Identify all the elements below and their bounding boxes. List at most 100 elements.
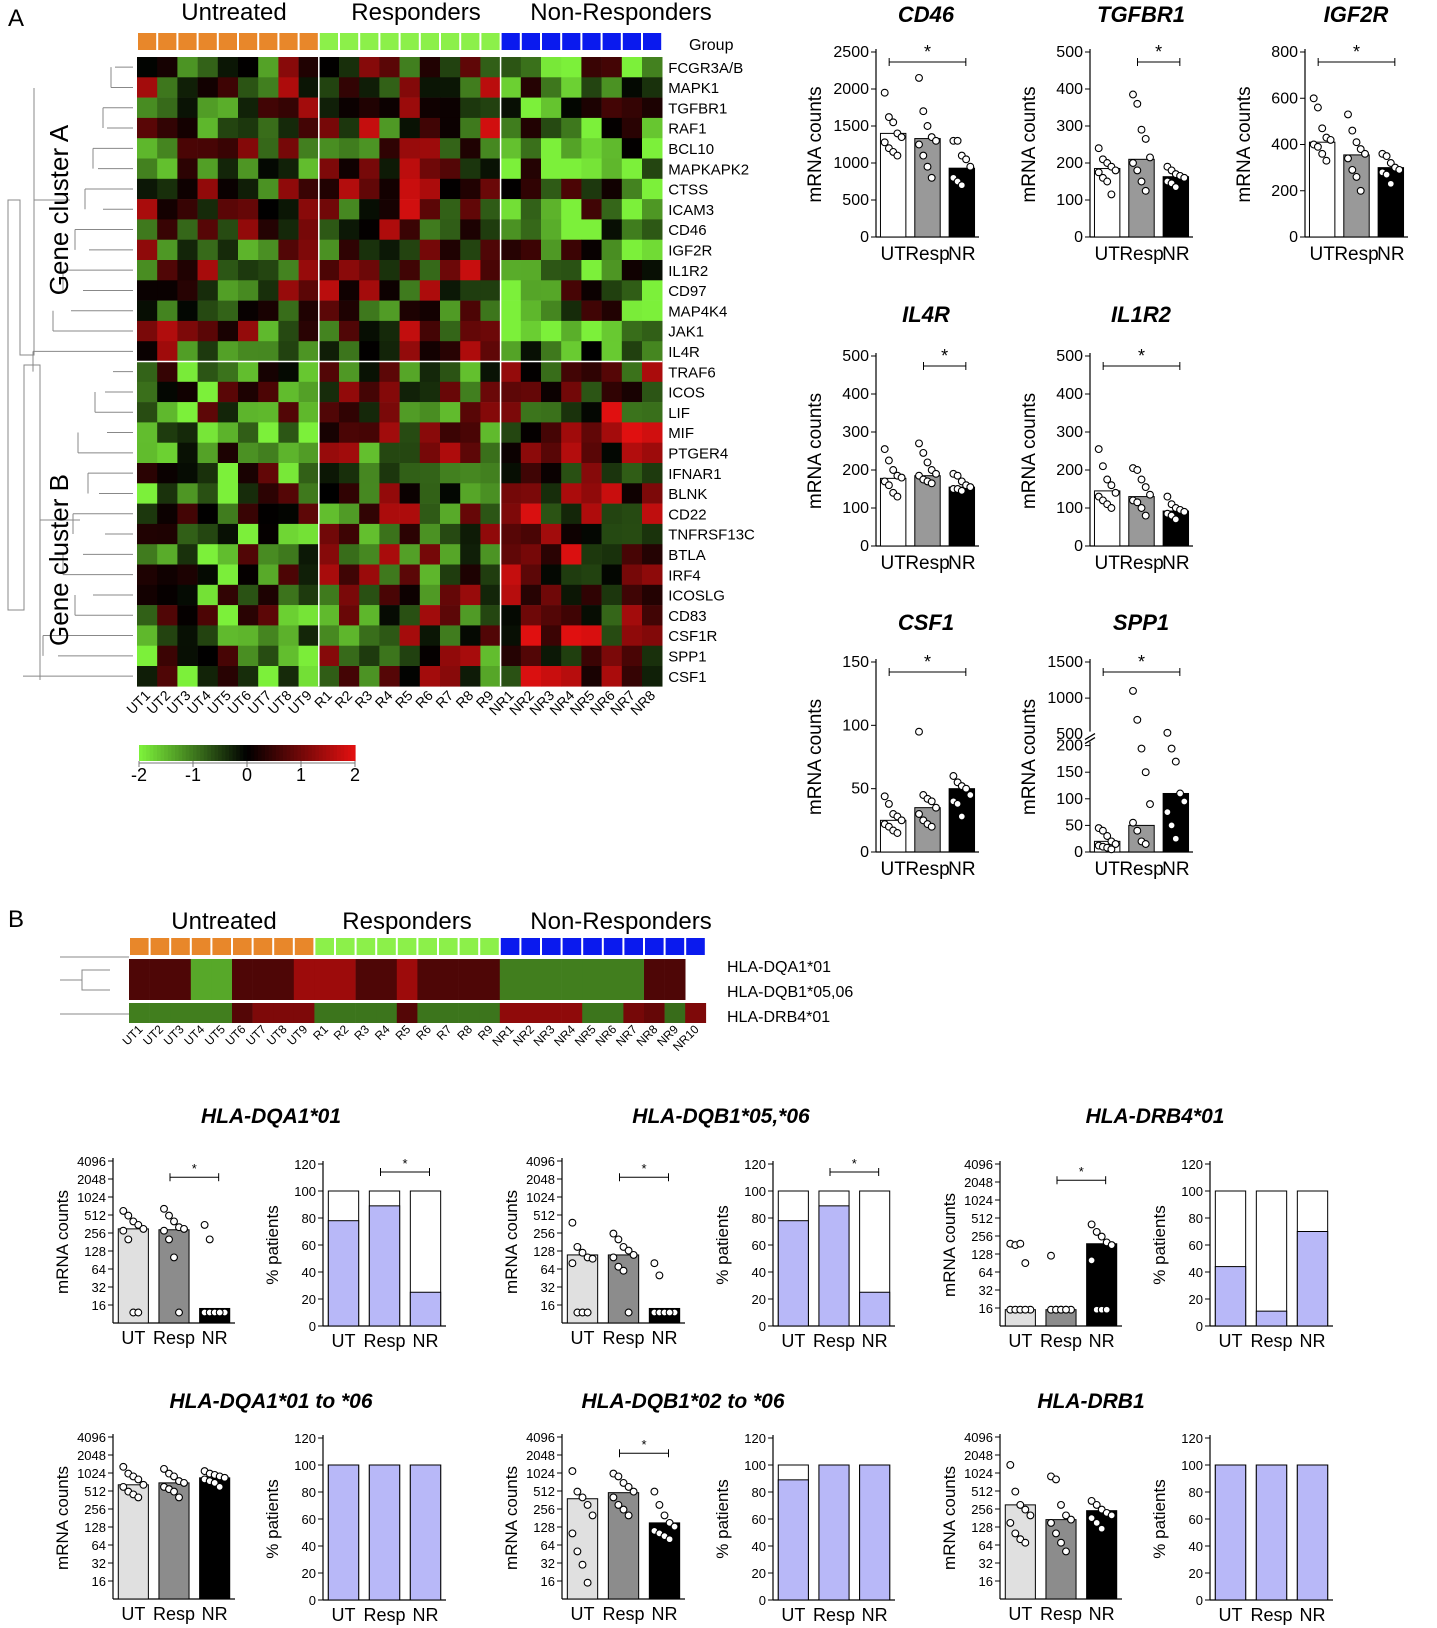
hla-cell (479, 959, 501, 1000)
scale-step (301, 745, 306, 761)
heatmap-cell (601, 361, 623, 383)
gene-label: LIF (668, 405, 690, 422)
y-tick-label: 50 (851, 781, 869, 798)
hla-cell (355, 1003, 377, 1023)
heatmap-cell (440, 442, 461, 464)
scale-step (326, 745, 331, 761)
x-tick-label: UT (1095, 859, 1121, 880)
heatmap-cell (541, 320, 562, 342)
data-point (1062, 1305, 1070, 1314)
hla-cell (396, 959, 418, 1000)
chart-title: IL4R (902, 302, 950, 327)
heatmap-cell (399, 57, 421, 78)
data-point (880, 88, 889, 97)
heatmap-cell (520, 77, 542, 98)
scale-step (247, 745, 252, 761)
x-tick-label: UT (571, 1604, 595, 1624)
y-tick-label: 500 (842, 348, 869, 365)
heatmap-cell (500, 483, 522, 504)
heatmap-cell (197, 138, 219, 159)
data-point (1356, 145, 1365, 154)
data-point (1313, 142, 1322, 151)
hla-sample-label: R3 (351, 1022, 372, 1043)
heatmap-cell (601, 463, 623, 484)
heatmap-cell (500, 381, 522, 403)
x-tick-label: NR (413, 1331, 439, 1351)
x-tick-label: Resp (363, 1331, 405, 1351)
data-point (1111, 840, 1120, 848)
heatmap-cell (298, 402, 320, 423)
heatmap-cell (258, 442, 279, 464)
heatmap-cell (318, 280, 340, 301)
heatmap-cell (258, 544, 279, 565)
y-tick-label: 4096 (526, 1154, 555, 1169)
heatmap-cell (217, 442, 239, 464)
heatmap-cell (419, 199, 441, 220)
heatmap-cell (399, 341, 421, 362)
data-point (588, 1254, 597, 1263)
bar (1296, 1231, 1329, 1327)
data-point (1171, 757, 1180, 766)
heatmap-cell (460, 666, 481, 687)
data-point (170, 1253, 178, 1262)
data-point (119, 1226, 128, 1235)
y-tick-label: 32 (541, 1556, 555, 1571)
heatmap-cell (339, 219, 360, 240)
bar-chart: HLA-DRB1163264128256512102420484096mRNA … (940, 1390, 1145, 1624)
heatmap-cell (440, 77, 461, 98)
scale-step (225, 745, 230, 761)
data-point (1171, 183, 1180, 192)
heatmap-cell (177, 645, 198, 667)
heatmap-cell (480, 483, 501, 504)
heatmap-cell (460, 320, 481, 342)
hla-dendrogram (60, 956, 129, 1015)
group-swatch (602, 33, 621, 50)
axis-break-mark (1084, 737, 1096, 745)
data-point (949, 772, 958, 780)
heatmap-cell (379, 422, 400, 443)
hla-cell (541, 959, 562, 1000)
heatmap-cell (157, 463, 178, 484)
heatmap-cell (581, 381, 602, 403)
y-tick-label: 120 (744, 1157, 766, 1172)
heatmap-cell (440, 463, 461, 484)
y-tick-label: 1000 (833, 155, 869, 172)
x-tick-label: NR (948, 859, 975, 880)
heatmap-cell (561, 564, 582, 586)
heatmap-cell (642, 300, 663, 322)
heatmap-cell (137, 77, 158, 98)
x-tick-label: NR (862, 1331, 888, 1351)
x-tick-label: NR (652, 1328, 678, 1348)
chart-title: SPP1 (1113, 610, 1169, 635)
heatmap-cell (197, 422, 219, 443)
heatmap-cell (561, 361, 582, 383)
heatmap-cell (642, 544, 663, 565)
gene-label: BCL10 (668, 141, 714, 158)
heatmap-cell (541, 178, 562, 200)
heatmap-cell (339, 503, 360, 525)
heatmap-cell (298, 361, 320, 383)
heatmap-cell (137, 341, 158, 362)
bar (117, 1484, 149, 1600)
group-swatch (439, 938, 458, 955)
heatmap-cell (561, 219, 582, 240)
bar (1296, 1464, 1329, 1601)
heatmap-cell (298, 442, 320, 464)
heatmap-cell (440, 97, 461, 119)
data-point (1052, 1475, 1060, 1484)
heatmap-cell (541, 158, 562, 180)
heatmap-cell (177, 483, 198, 504)
bar (1128, 158, 1155, 238)
heatmap-cell (621, 158, 643, 180)
data-point (139, 1480, 148, 1489)
bar (327, 1464, 360, 1601)
heatmap-cell (157, 239, 178, 261)
heatmap-cell (298, 645, 320, 667)
heatmap-cell (399, 564, 421, 586)
data-point (205, 1235, 214, 1244)
gene-label: CSF1R (668, 628, 717, 645)
heatmap-cell (278, 158, 299, 180)
heatmap-cell (258, 402, 279, 423)
